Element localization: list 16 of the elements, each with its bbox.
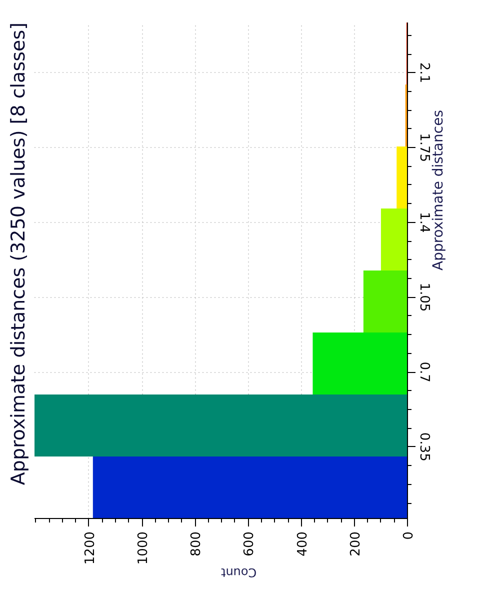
text: Approximate distances (3250 values) [8 classes] <box>8 22 30 486</box>
y-tick-label: 0.7 <box>416 362 432 382</box>
x-tick-label: 200 <box>348 531 364 556</box>
y-tick-label: 1.05 <box>416 282 432 312</box>
y-tick-label: 0.35 <box>416 432 432 462</box>
x-tick-label: 1000 <box>136 531 152 565</box>
x-tick-label: 0 <box>402 531 416 540</box>
y-tick-label: 1.75 <box>416 133 432 162</box>
x-tick-label: 800 <box>189 531 204 556</box>
y-axis-title: Approximate distances <box>430 110 446 270</box>
x-axis-title: Count <box>220 566 257 580</box>
y-tick-label: 1.4 <box>416 212 432 233</box>
x-tick-label: 1200 <box>82 531 98 565</box>
y-tick-label: 2.1 <box>416 62 432 84</box>
x-tick-label: 400 <box>295 531 310 556</box>
x-tick-label: 600 <box>242 531 258 556</box>
